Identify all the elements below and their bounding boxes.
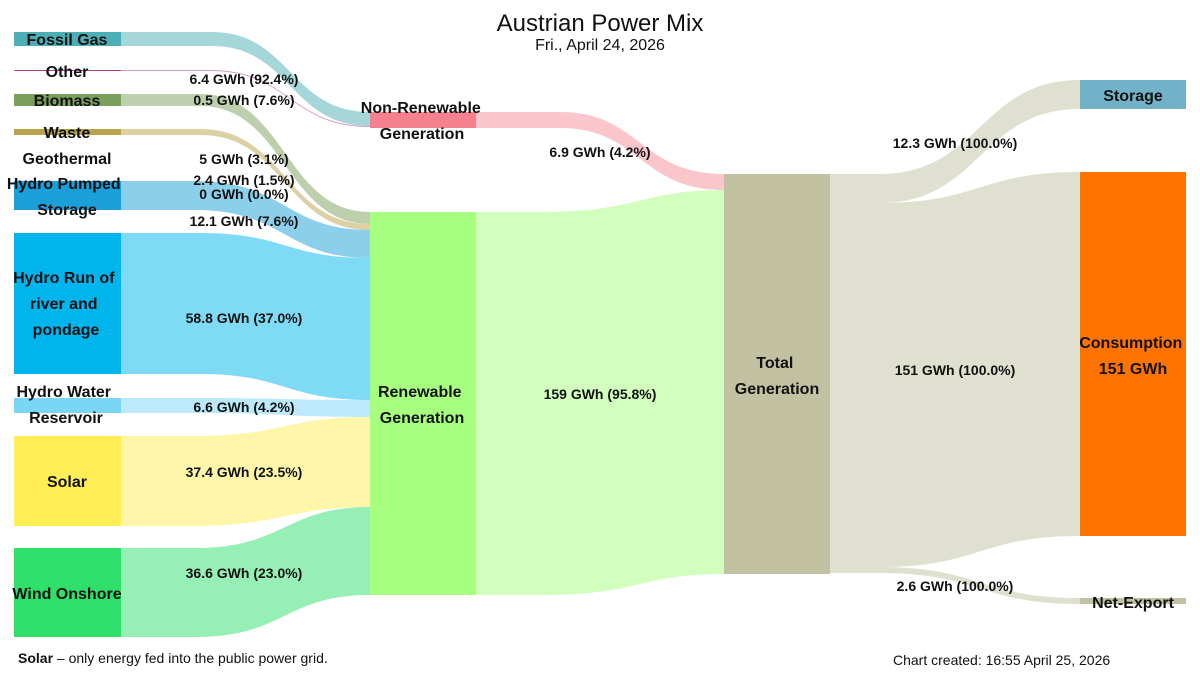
link-hydro-water [121,398,370,417]
link-net-export [830,567,1080,604]
flow-label-storage: 12.3 GWh (100.0%) [893,135,1018,151]
label-renewable: Renewable Generation [378,384,466,427]
flow-label-consumption: 151 GWh (100.0%) [895,362,1016,378]
label-fossil-gas: Fossil Gas [27,32,108,49]
node-fossil-gas[interactable] [14,32,121,46]
flow-label-other: 0.5 GWh (7.6%) [193,92,294,108]
node-hydro-run[interactable] [14,233,121,374]
flow-label-hydro-run: 58.8 GWh (37.0%) [186,310,303,326]
label-wind-onshore: Wind Onshore [12,586,121,603]
node-solar[interactable] [14,436,121,526]
flow-label-solar: 37.4 GWh (23.5%) [186,464,303,480]
link-wind [121,507,370,637]
flow-label-hydro-pumped: 12.1 GWh (7.6%) [190,213,299,229]
flow-label-waste: 2.4 GWh (1.5%) [193,172,294,188]
link-hydro-run [121,233,370,400]
flow-label-net-export: 2.6 GWh (100.0%) [897,578,1014,594]
flow-label-non-renewable: 6.9 GWh (4.2%) [549,144,650,160]
label-waste: Waste [44,125,91,142]
label-net-export: Net-Export [1092,595,1174,612]
node-consumption[interactable] [1080,172,1186,536]
label-hydro-water: Hydro Water Reservoir [17,384,116,427]
label-geothermal: Geothermal [23,151,112,168]
link-fossil-gas [121,32,370,126]
link-hydro-pumped [121,181,370,258]
flow-label-renewable: 159 GWh (95.8%) [544,386,657,402]
label-storage: Storage [1103,88,1163,105]
chart-title: Austrian Power Mix [496,10,704,37]
label-other: Other [46,64,89,81]
link-renewable [476,190,724,595]
link-storage [830,80,1080,203]
label-hydro-pumped: Hydro Pumped Storage [7,176,125,219]
node-hydro-pumped[interactable] [14,181,121,210]
node-labels: Fossil Gas Other Biomass Waste Geotherma… [7,32,1187,612]
link-biomass [121,94,370,224]
nodes [14,32,1186,637]
node-non-renewable[interactable] [370,112,476,128]
node-biomass[interactable] [14,94,121,106]
flow-label-hydro-water: 6.6 GWh (4.2%) [193,399,294,415]
node-total[interactable] [724,174,830,574]
footnote: Solar – only energy fed into the public … [18,650,328,666]
links [121,32,1080,637]
chart-subtitle: Fri., April 24, 2026 [535,37,665,54]
node-renewable[interactable] [370,212,476,595]
flow-label-fossil-gas: 6.4 GWh (92.4%) [190,71,299,87]
footnote-term: Solar [18,650,54,666]
node-other[interactable] [14,70,121,71]
chart-created-timestamp: Chart created: 16:55 April 25, 2026 [893,652,1111,668]
link-consumption [830,172,1080,567]
flow-label-geothermal: 0 GWh (0.0%) [199,186,288,202]
label-non-renewable: Non-Renewable Generation [361,100,485,143]
node-hydro-water[interactable] [14,398,121,413]
label-hydro-run: Hydro Run of river and pondage [13,270,119,339]
node-net-export[interactable] [1080,598,1186,604]
node-wind-onshore[interactable] [14,548,121,637]
node-waste[interactable] [14,129,121,135]
label-total: Total Generation [735,355,819,398]
label-solar: Solar [47,474,87,491]
link-solar [121,417,370,526]
label-biomass: Biomass [34,93,101,110]
footnote-text: – only energy fed into the public power … [56,650,328,666]
flow-labels: 6.4 GWh (92.4%) 0.5 GWh (7.6%) 5 GWh (3.… [186,71,1018,594]
link-waste [121,129,370,230]
link-non-renewable [476,112,724,190]
flow-label-wind-onshore: 36.6 GWh (23.0%) [186,565,303,581]
label-consumption: Consumption 151 GWh [1079,335,1187,378]
node-storage[interactable] [1080,80,1186,109]
flow-label-biomass: 5 GWh (3.1%) [199,151,288,167]
